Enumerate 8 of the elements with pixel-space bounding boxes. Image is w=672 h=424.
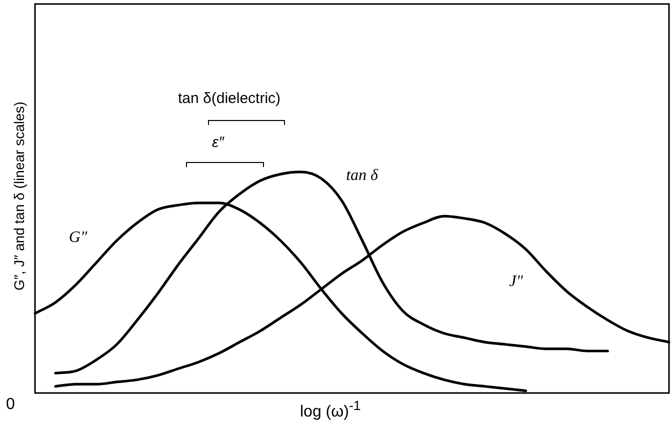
series-label: tan δ xyxy=(346,167,378,184)
text: ε″ xyxy=(212,134,224,151)
y-axis-title: G″, J″ and tan δ (linear scales) xyxy=(11,100,27,292)
series-label: G″ xyxy=(68,229,88,246)
series-label: J″ xyxy=(509,273,524,290)
text: 0 xyxy=(6,396,15,414)
x-axis-title: log (ω)$^{-1}$ xyxy=(300,398,361,422)
text: tan δ(dielectric) xyxy=(178,90,281,107)
